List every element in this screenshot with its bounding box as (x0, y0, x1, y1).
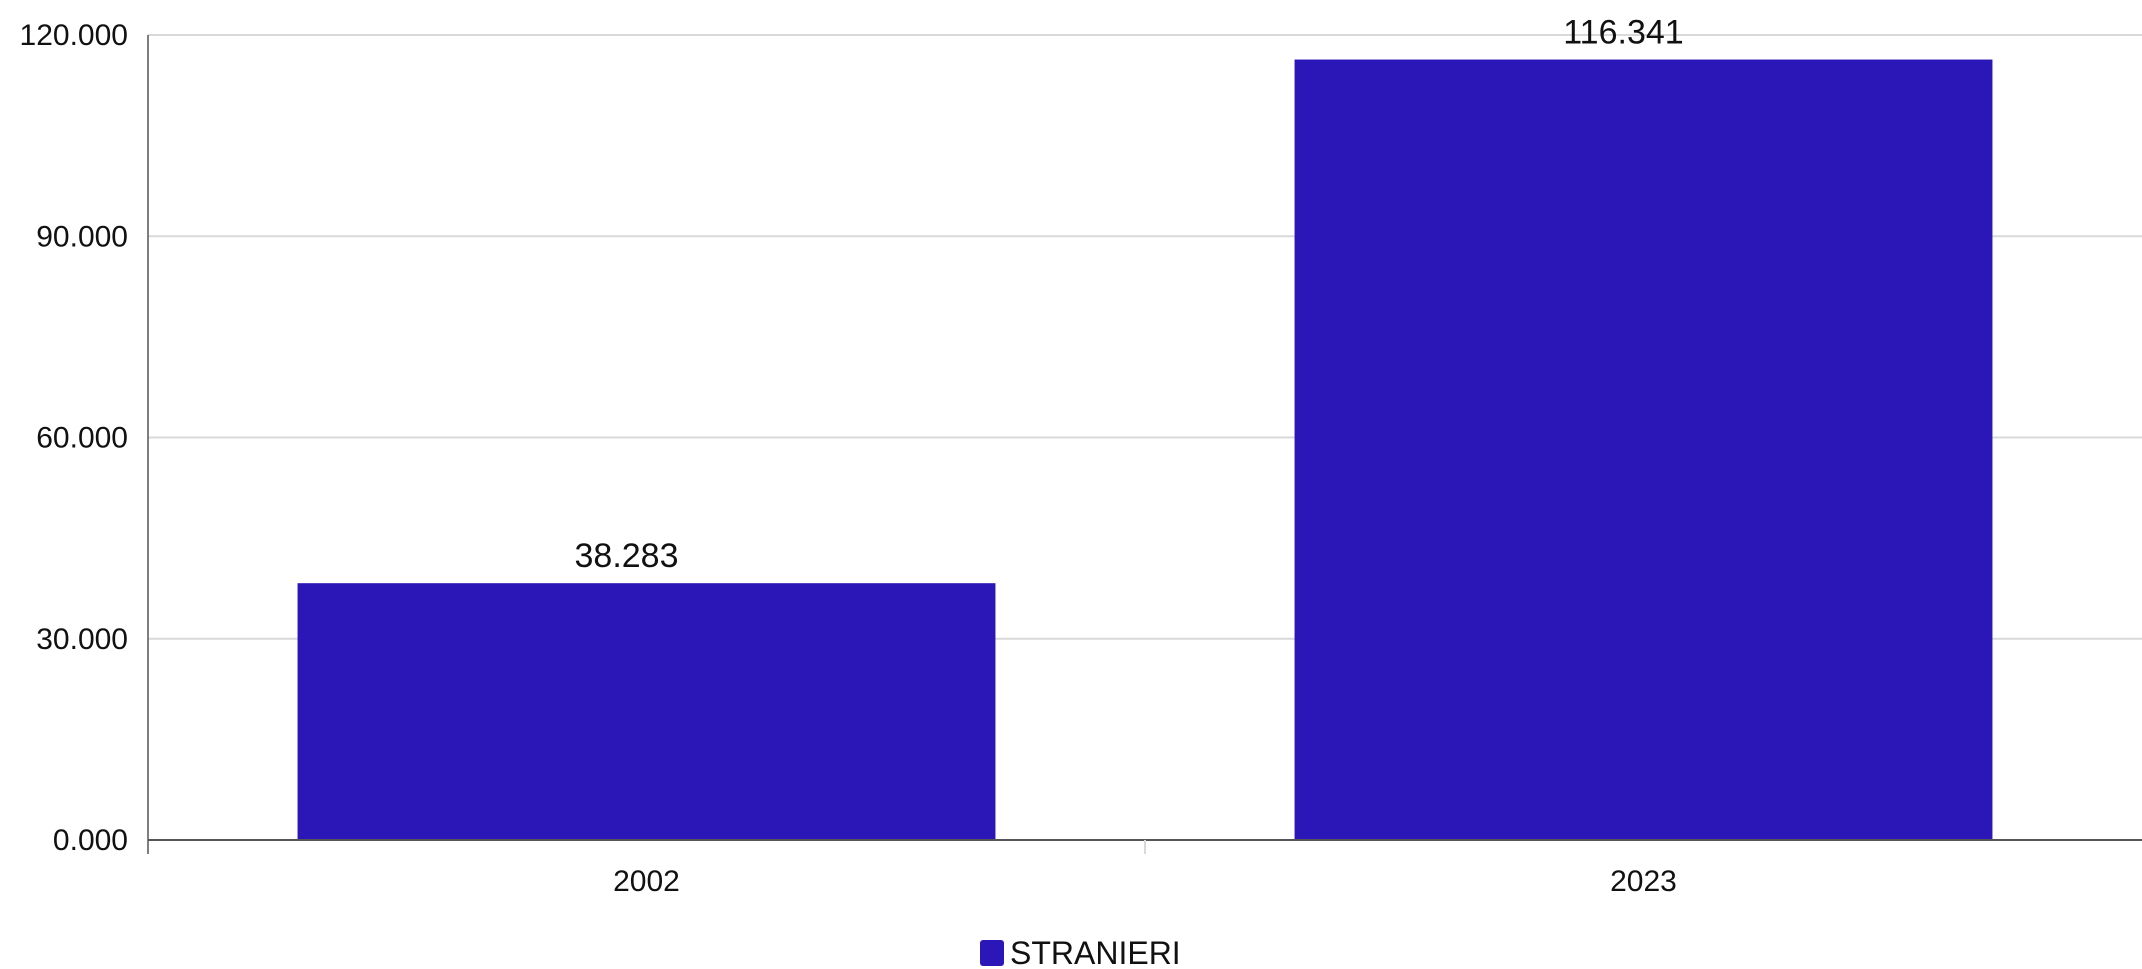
axes (147, 35, 2142, 854)
legend: STRANIERI (980, 935, 1181, 969)
legend-label-stranieri: STRANIERI (1010, 935, 1181, 969)
data-label-2023: 116.341 (1563, 14, 1683, 52)
bars (297, 59, 1993, 841)
x-tick-label-2023: 2023 (1610, 865, 1677, 898)
legend-swatch-stranieri (980, 940, 1004, 966)
y-tick-label: 90.000 (36, 220, 128, 253)
labels: 0.000 30.000 60.000 90.000 120.000 38.283 2002… (20, 14, 1684, 898)
bar-2002 (297, 583, 996, 840)
y-tick-label: 30.000 (36, 623, 128, 656)
y-tick-label: 0.000 (53, 824, 128, 857)
y-tick-label: 120.000 (20, 19, 128, 52)
bar-2023 (1294, 59, 1993, 841)
data-label-2002: 38.283 (575, 537, 679, 575)
x-tick-label-2002: 2002 (613, 865, 680, 898)
y-tick-label: 60.000 (36, 422, 128, 455)
